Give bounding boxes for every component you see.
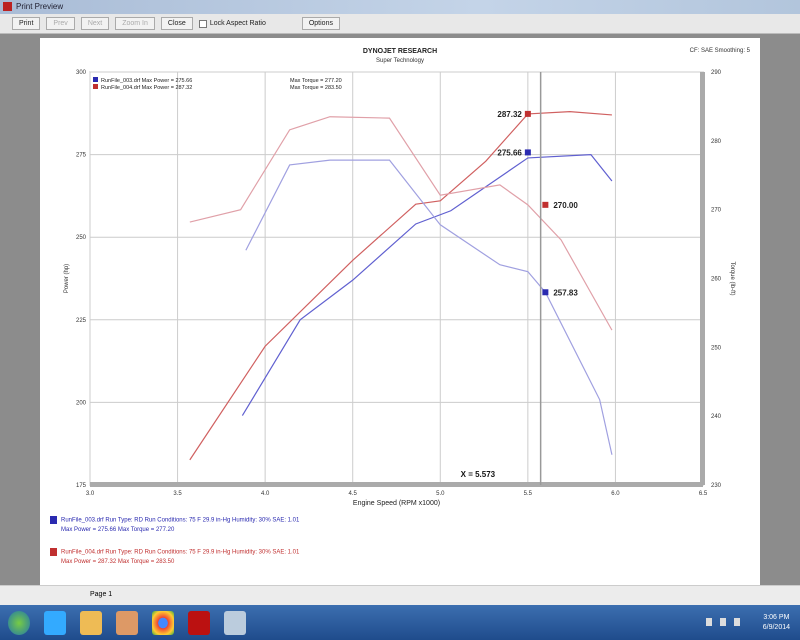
clock-time: 3:06 PM	[763, 614, 790, 621]
series-line-2	[189, 116, 613, 331]
x-tick-label: 5.0	[436, 491, 445, 497]
y2-axis-bar	[700, 72, 705, 485]
y2-tick-label: 250	[711, 345, 722, 351]
x-tick-label: 5.5	[524, 491, 533, 497]
dyno-app-icon[interactable]	[188, 610, 210, 635]
cursor-value: 270.00	[553, 201, 578, 210]
y-tick-label: 250	[76, 235, 87, 241]
cursor-marker	[542, 289, 549, 296]
options-button[interactable]: Options	[301, 17, 340, 30]
run-max-values: Max Power = 275.66 Max Torque = 277.20	[61, 526, 175, 533]
cursor-value: 287.32	[497, 110, 522, 119]
report-subheader: Super Technology	[376, 58, 424, 64]
app-icon	[3, 2, 12, 11]
media-player-icon[interactable]	[116, 610, 138, 635]
close-button[interactable]: Close	[160, 17, 193, 30]
report-header: DYNOJET RESEARCH	[362, 48, 438, 55]
y-axis-label: Power (hp)	[64, 264, 70, 293]
legend-swatch	[93, 77, 98, 82]
tray-volume-icon[interactable]	[734, 618, 740, 626]
y-tick-label: 200	[76, 400, 87, 406]
run-info-2: RunFile_004.drf Run Type: RD Run Conditi…	[50, 548, 299, 567]
document-icon[interactable]	[224, 610, 246, 635]
y-tick-label: 275	[76, 153, 87, 159]
lock-aspect-label: Lock Aspect Ratio	[209, 20, 266, 27]
start-button-icon[interactable]	[8, 610, 30, 635]
x-tick-label: 4.5	[349, 491, 358, 497]
y2-axis-label: Torque (lb-ft)	[729, 261, 735, 295]
window-title: Print Preview	[16, 2, 64, 11]
taskbar: 3:06 PM 6/9/2014	[0, 605, 800, 640]
cursor-marker	[524, 110, 531, 117]
run-swatch	[50, 548, 57, 556]
clock-date: 6/9/2014	[762, 624, 790, 631]
internet-explorer-icon[interactable]	[44, 610, 66, 635]
run-info-1: RunFile_003.drf Run Type: RD Run Conditi…	[50, 516, 299, 535]
series-line-0	[189, 111, 612, 461]
page-indicator: Page 1	[90, 591, 113, 598]
series-line-3	[245, 159, 613, 455]
print-button[interactable]: Print	[12, 17, 41, 30]
cursor-value: 275.66	[497, 148, 522, 157]
legend-torque: Max Torque = 283.50	[290, 85, 342, 91]
y-tick-label: 225	[76, 318, 87, 324]
checkbox-icon	[198, 19, 207, 28]
x-axis-bar	[90, 482, 703, 487]
legend-entry: RunFile_003.drf Max Power = 275.66	[101, 78, 192, 84]
y2-tick-label: 290	[711, 70, 722, 76]
file-explorer-icon[interactable]	[80, 610, 102, 635]
next-button[interactable]: Next	[80, 17, 110, 30]
run-max-values: Max Power = 287.32 Max Torque = 283.50	[61, 558, 175, 565]
window-title-bar: Print Preview	[0, 0, 800, 14]
y-tick-label: 300	[76, 70, 87, 76]
system-tray	[706, 618, 740, 626]
x-axis-label: Engine Speed (RPM x1000)	[353, 500, 440, 507]
dyno-chart: 300 275 250 225 200 175 290 280 270 260 250 240 230 3…	[64, 70, 735, 507]
legend-torque: Max Torque = 277.20	[290, 78, 342, 84]
toolbar: Print Prev Next Zoom In Close Lock Aspec…	[0, 14, 800, 34]
chrome-icon[interactable]	[152, 610, 174, 635]
x-tick-label: 3.5	[173, 491, 182, 497]
run-details: RunFile_004.drf Run Type: RD Run Conditi…	[61, 549, 300, 556]
x-tick-label: 6.5	[699, 491, 708, 497]
plot-area	[89, 71, 704, 486]
legend-swatch	[93, 84, 98, 89]
cursor-marker	[542, 201, 549, 208]
legend-entry: RunFile_004.drf Max Power = 287.32	[101, 85, 192, 91]
x-tick-label: 3.0	[86, 491, 95, 497]
lock-aspect-checkbox[interactable]: Lock Aspect Ratio	[198, 19, 266, 28]
x-tick-label: 4.0	[261, 491, 270, 497]
clock[interactable]: 3:06 PM 6/9/2014	[763, 613, 790, 633]
tray-flag-icon[interactable]	[706, 618, 712, 626]
report-page: DYNOJET RESEARCH Super Technology CF: SA…	[40, 38, 760, 585]
x-tick-label: 6.0	[611, 491, 620, 497]
cursor-marker	[524, 149, 531, 156]
status-bar: Page 1	[0, 585, 800, 605]
y2-tick-label: 280	[711, 139, 722, 145]
y-tick-label: 175	[76, 483, 87, 489]
correction-info: CF: SAE Smoothing: 5	[689, 48, 750, 54]
run-details: RunFile_003.drf Run Type: RD Run Conditi…	[61, 517, 300, 524]
tray-network-icon[interactable]	[720, 618, 726, 626]
y2-tick-label: 260	[711, 277, 722, 283]
y2-tick-label: 240	[711, 414, 722, 420]
cursor-label: X = 5.573	[461, 470, 496, 479]
run-swatch	[50, 516, 57, 524]
y2-tick-label: 230	[711, 483, 722, 489]
cursor-value: 257.83	[553, 288, 578, 297]
prev-button[interactable]: Prev	[46, 17, 75, 30]
y2-tick-label: 270	[711, 208, 722, 214]
zoom-button[interactable]: Zoom In	[115, 17, 155, 30]
series-line-1	[241, 153, 613, 416]
